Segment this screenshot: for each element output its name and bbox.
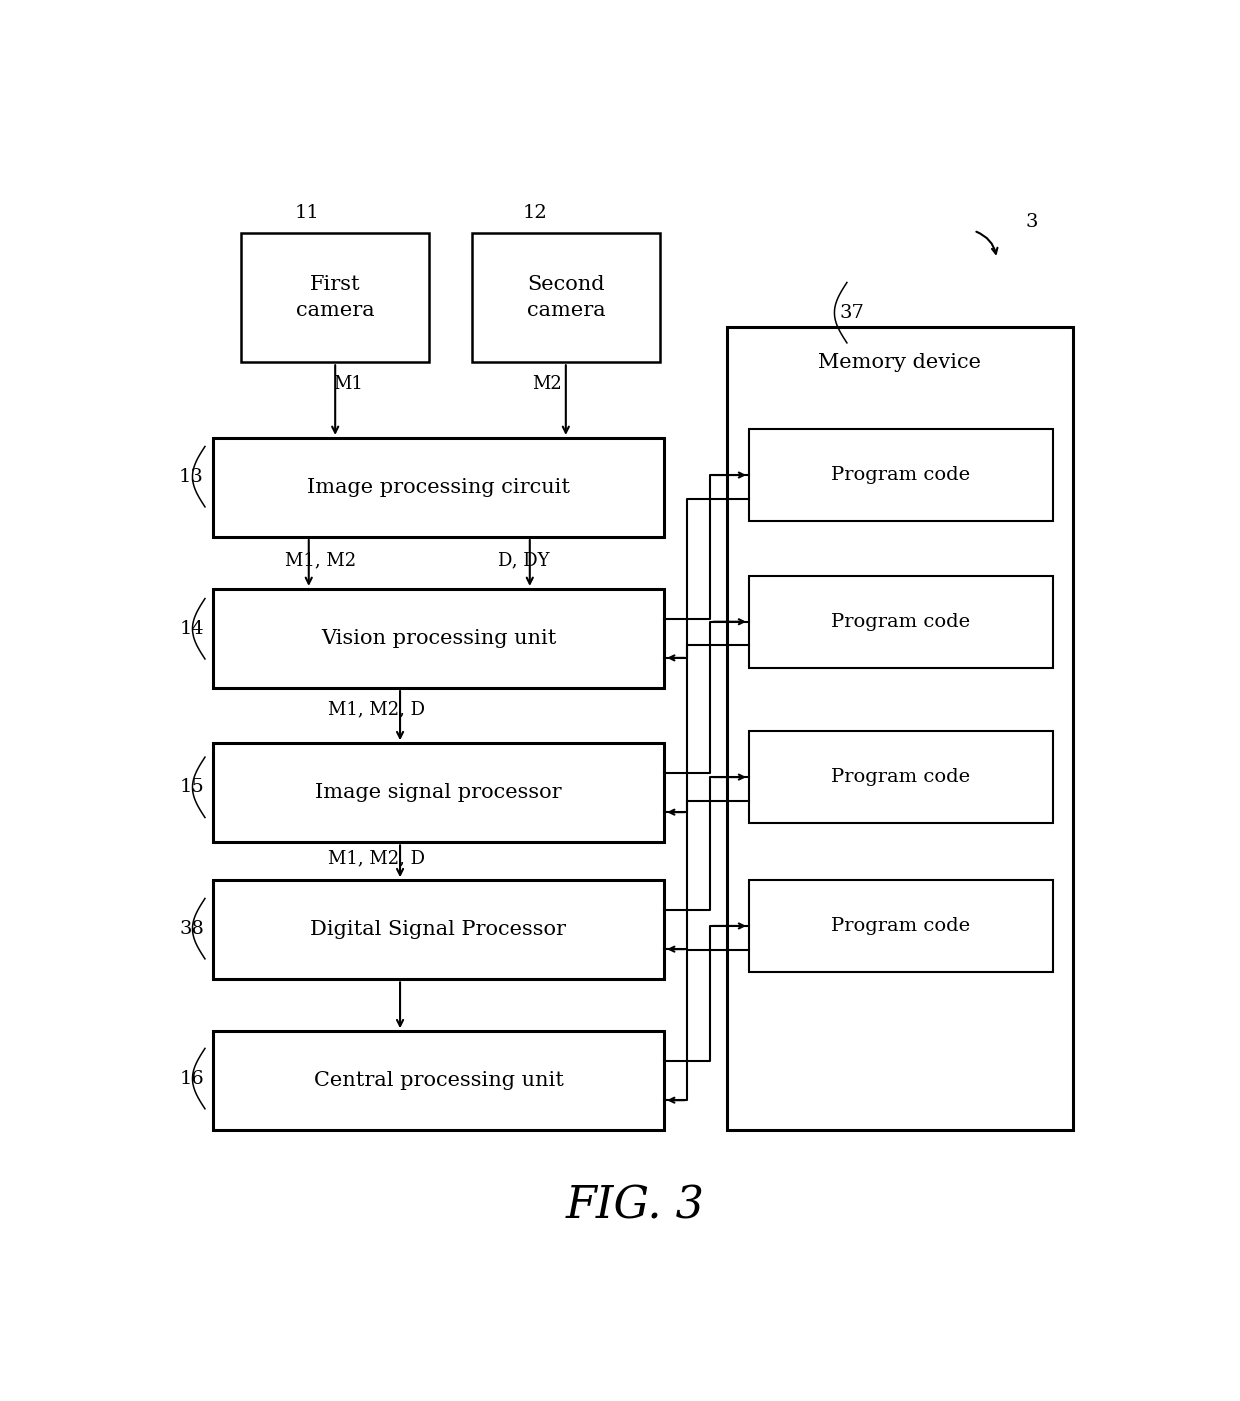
Text: Vision processing unit: Vision processing unit <box>321 629 557 649</box>
Bar <box>213 743 665 842</box>
Bar <box>749 576 1053 668</box>
Bar <box>213 588 665 688</box>
Text: Image signal processor: Image signal processor <box>315 783 562 803</box>
Text: 37: 37 <box>839 304 864 322</box>
Bar <box>213 880 665 979</box>
Text: 11: 11 <box>294 205 319 223</box>
Text: M1, M2, D: M1, M2, D <box>327 700 425 719</box>
Bar <box>749 880 1053 972</box>
Text: FIG. 3: FIG. 3 <box>565 1184 706 1227</box>
Text: Central processing unit: Central processing unit <box>314 1072 563 1090</box>
Bar <box>749 731 1053 822</box>
Text: D, DY: D, DY <box>498 552 549 570</box>
Text: 15: 15 <box>179 779 203 796</box>
Text: Program code: Program code <box>831 918 970 934</box>
Text: Program code: Program code <box>831 467 970 483</box>
Text: 14: 14 <box>179 619 203 637</box>
Bar <box>213 1031 665 1131</box>
Text: M2: M2 <box>532 375 562 392</box>
Bar <box>749 429 1053 521</box>
Bar <box>727 326 1073 1131</box>
Text: Program code: Program code <box>831 612 970 630</box>
Bar <box>242 233 429 363</box>
Text: 38: 38 <box>179 919 203 937</box>
Text: 12: 12 <box>522 205 547 223</box>
Text: 13: 13 <box>179 468 203 486</box>
Text: Image processing circuit: Image processing circuit <box>308 478 570 497</box>
Text: Memory device: Memory device <box>818 353 981 371</box>
Text: 16: 16 <box>179 1069 203 1087</box>
Text: M1: M1 <box>332 375 362 392</box>
Text: Digital Signal Processor: Digital Signal Processor <box>310 920 567 939</box>
Text: Program code: Program code <box>831 768 970 786</box>
Text: M1, M2: M1, M2 <box>285 552 356 570</box>
Bar <box>213 437 665 537</box>
Bar <box>472 233 660 363</box>
Text: M1, M2, D: M1, M2, D <box>327 849 425 867</box>
Text: First
camera: First camera <box>296 275 374 321</box>
Text: 3: 3 <box>1025 213 1038 231</box>
Text: Second
camera: Second camera <box>527 275 605 321</box>
